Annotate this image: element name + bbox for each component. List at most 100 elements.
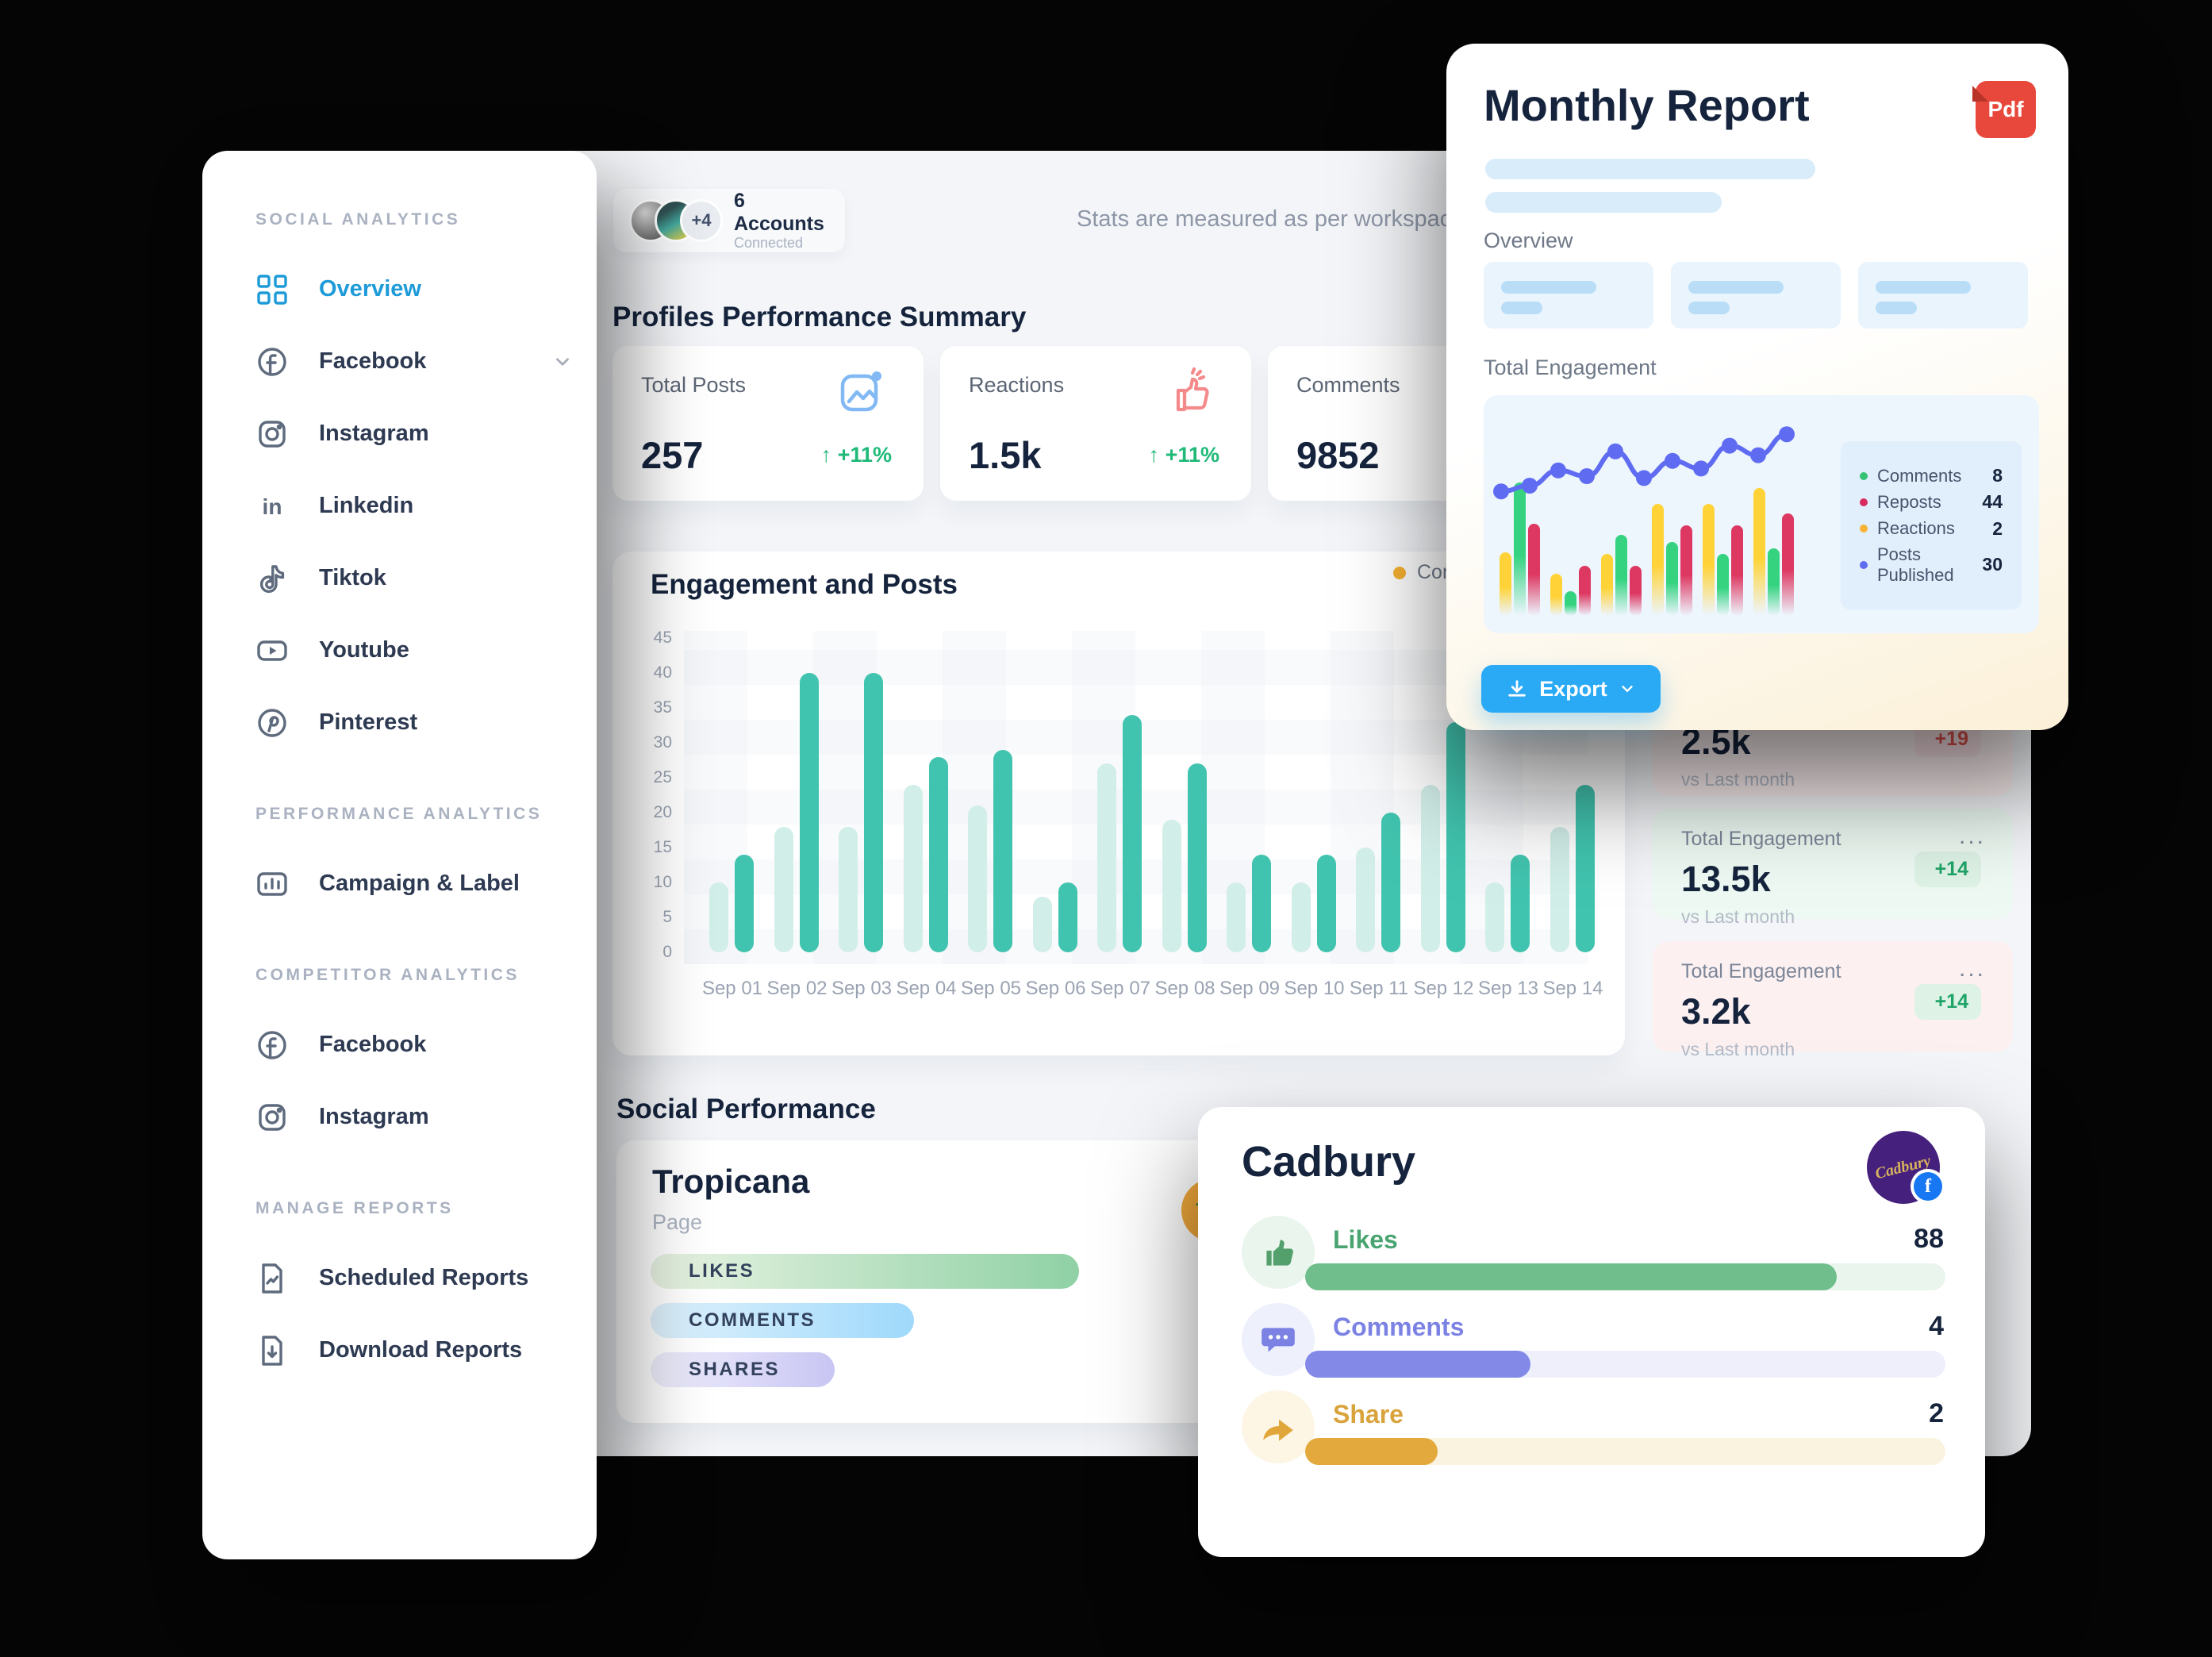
export-button[interactable]: Export [1481, 665, 1661, 713]
y-tick: 35 [653, 698, 672, 717]
bar-posts [1162, 819, 1181, 952]
total-engagement-label: Total Engagement [1484, 356, 1657, 379]
bar-group-sep-06 [1032, 635, 1077, 952]
export-label: Export [1539, 676, 1607, 701]
bar-group-sep-10 [1291, 635, 1336, 952]
progress-track [1305, 1438, 1945, 1465]
engagement-chart-card: Engagement and Posts Comments 0510152025… [613, 552, 1625, 1055]
x-tick: Sep 05 [960, 978, 1022, 999]
mini-bar-reposts [1680, 525, 1692, 616]
bar-engagement [1446, 721, 1465, 952]
sidebar-item-instagram[interactable]: Instagram [255, 398, 573, 470]
grid-icon [255, 273, 289, 306]
bar-engagement [1511, 854, 1530, 952]
accounts-status: Connected [734, 235, 804, 252]
skeleton-card [1484, 262, 1653, 329]
sidebar-section-title: PERFORMANCE ANALYTICS [255, 805, 543, 823]
sidebar-item-instagram[interactable]: Instagram [255, 1081, 573, 1153]
cadbury-row-comments: Comments 4 [1242, 1294, 1952, 1381]
mini-bar-reposts [1528, 524, 1540, 616]
x-tick: Sep 07 [1089, 978, 1151, 999]
legend-value: 30 [1982, 554, 2003, 575]
mini-bar-reactions [1550, 574, 1562, 616]
mini-bar-comments [1514, 482, 1526, 616]
stat-change: ↑ +11% [1148, 443, 1219, 467]
sidebar-item-linkedin[interactable]: in Linkedin [255, 470, 573, 542]
engagement-summary-card: Total Engagement... 3.2k +14 vs Last month [1653, 941, 2013, 1059]
monthly-report-card: Monthly Report Pdf Overview Total Engage… [1446, 44, 2068, 730]
y-tick: 25 [653, 768, 672, 786]
sidebar-item-tiktok[interactable]: Tiktok [255, 542, 573, 614]
y-tick: 10 [653, 873, 672, 891]
instagram-icon [255, 1101, 289, 1134]
mini-bar-reactions [1753, 487, 1765, 616]
share-icon [1242, 1390, 1315, 1463]
bar-group-sep-11 [1356, 635, 1400, 952]
sidebar-item-campaign-label[interactable]: Campaign & Label [255, 848, 573, 920]
chevron-down-icon[interactable] [552, 352, 573, 372]
linkedin-icon: in [255, 490, 289, 523]
y-tick: 45 [653, 629, 672, 647]
extra-avatars-badge: +4 [680, 199, 723, 242]
stat-label: Total Posts [641, 373, 747, 397]
bar-group-sep-01 [709, 635, 754, 952]
sidebar-item-scheduled-reports[interactable]: Scheduled Reports [255, 1242, 573, 1314]
sidebar-item-label: Instagram [319, 1104, 429, 1129]
x-tick: Sep 12 [1413, 978, 1474, 999]
bar-posts [1356, 848, 1375, 952]
sidebar-item-pinterest[interactable]: Pinterest [255, 686, 573, 759]
bar-posts [774, 826, 793, 952]
bar-posts [1550, 826, 1569, 952]
doc-chart-icon [255, 1262, 289, 1295]
x-tick: Sep 06 [1025, 978, 1086, 999]
card-title: Total Engagement [1681, 828, 1841, 850]
chart-title: Engagement and Posts [651, 569, 958, 600]
sidebar-item-download-reports[interactable]: Download Reports [255, 1314, 573, 1386]
facebook-icon [255, 345, 289, 379]
sidebar-item-label: Campaign & Label [319, 871, 520, 896]
mini-bar-reactions [1703, 503, 1715, 616]
legend-dot [1860, 525, 1868, 533]
mini-bar-comments [1565, 591, 1576, 616]
cadbury-metric-label: Likes [1333, 1225, 1398, 1254]
progress-track [1305, 1351, 1945, 1378]
legend-value: 44 [1982, 491, 2003, 513]
bar-posts [1420, 784, 1440, 952]
mini-bar-comments [1615, 535, 1627, 616]
trend-badge: +14 [1914, 984, 1981, 1020]
skeleton-line [1485, 159, 1815, 179]
bar-posts [709, 882, 728, 952]
sidebar-item-facebook[interactable]: Facebook [255, 325, 573, 398]
sidebar-item-label: Scheduled Reports [319, 1265, 529, 1290]
legend-row: Reposts 44 [1860, 491, 2003, 513]
bar-group-sep-12 [1420, 635, 1465, 952]
more-menu[interactable]: ... [1958, 955, 1986, 982]
bar-engagement [993, 749, 1012, 952]
sidebar-item-youtube[interactable]: Youtube [255, 614, 573, 686]
bar-engagement [799, 673, 819, 952]
legend-dot [1860, 471, 1868, 480]
card-value: 13.5k [1681, 859, 1771, 899]
mini-bar-reposts [1782, 513, 1794, 616]
accounts-chip[interactable]: +4 6 Accounts Connected [613, 189, 845, 252]
bar-engagement [1316, 854, 1336, 952]
doc-download-icon [255, 1334, 289, 1367]
bar-group-sep-14 [1550, 635, 1595, 952]
sidebar-item-overview[interactable]: Overview [255, 253, 573, 325]
chart-icon [255, 867, 289, 901]
social-performance-title: Social Performance [616, 1094, 876, 1125]
more-menu[interactable]: ... [1958, 823, 1986, 849]
sidebar-item-facebook[interactable]: Facebook [255, 1009, 573, 1081]
sidebar-item-label: Download Reports [319, 1337, 523, 1363]
tiktok-icon [255, 562, 289, 595]
metric-bar-likes: LIKES [651, 1254, 1079, 1289]
bar-engagement [864, 673, 883, 952]
mini-bar-reactions [1500, 552, 1511, 616]
bar-group-sep-03 [839, 635, 883, 952]
x-tick: Sep 08 [1154, 978, 1215, 999]
stat-card-total-posts: Total Posts 257 ↑ +11% [613, 346, 924, 501]
bar-engagement [1058, 882, 1077, 952]
metric-bar-comments: COMMENTS [651, 1303, 914, 1338]
stat-label: Reactions [969, 373, 1065, 397]
